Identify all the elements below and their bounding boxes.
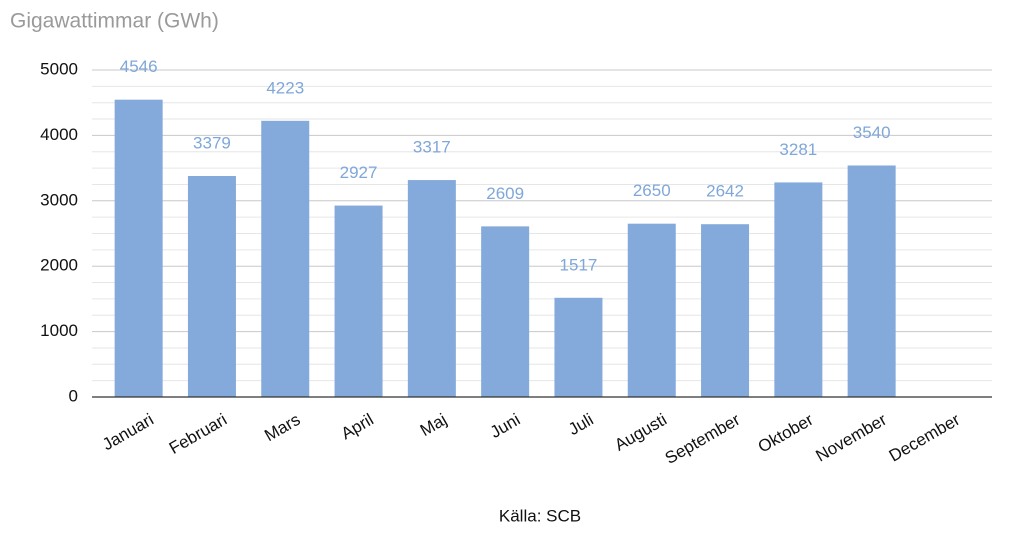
bar	[774, 182, 823, 397]
value-label: 3540	[853, 123, 891, 142]
x-tick-label: Oktober	[755, 410, 817, 457]
value-label: 3317	[413, 138, 451, 157]
value-label: 4546	[120, 57, 158, 76]
x-tick-label: Juni	[487, 410, 524, 442]
value-label: 4223	[266, 78, 304, 97]
chart-title: Gigawattimmar (GWh)	[10, 10, 219, 33]
x-tick-label: December	[886, 410, 964, 466]
y-tick-label: 4000	[40, 125, 78, 144]
x-tick-label: September	[662, 410, 744, 468]
x-tick-label: Februari	[166, 410, 230, 458]
bar	[261, 120, 310, 398]
y-tick-label: 0	[69, 386, 78, 405]
bar	[481, 226, 530, 397]
x-tick-label: Augusti	[611, 410, 670, 455]
x-tick-label: Maj	[417, 410, 450, 440]
y-tick-label: 1000	[40, 321, 78, 340]
y-tick-label: 3000	[40, 190, 78, 209]
value-label: 2642	[706, 182, 744, 201]
y-tick-label: 5000	[40, 59, 78, 78]
bar	[114, 99, 163, 398]
y-tick-label: 2000	[40, 256, 78, 275]
value-label: 2927	[340, 163, 378, 182]
bar	[554, 297, 603, 397]
value-label: 3281	[779, 140, 817, 159]
bar	[334, 205, 383, 397]
value-label: 1517	[560, 255, 598, 274]
x-tick-label: Januari	[99, 410, 157, 454]
bar	[187, 176, 236, 397]
x-tick-label: November	[812, 410, 890, 466]
x-tick-label: April	[338, 410, 377, 443]
bar	[407, 180, 456, 397]
value-label: 2609	[486, 184, 524, 203]
value-label: 3379	[193, 133, 231, 152]
source-note: Källa: SCB	[499, 506, 581, 525]
bar	[627, 223, 676, 397]
value-label: 2650	[633, 181, 671, 200]
x-tick-label: Mars	[261, 410, 303, 445]
bar	[701, 224, 750, 397]
bar	[847, 165, 896, 397]
x-tick-label: Juli	[565, 410, 597, 439]
